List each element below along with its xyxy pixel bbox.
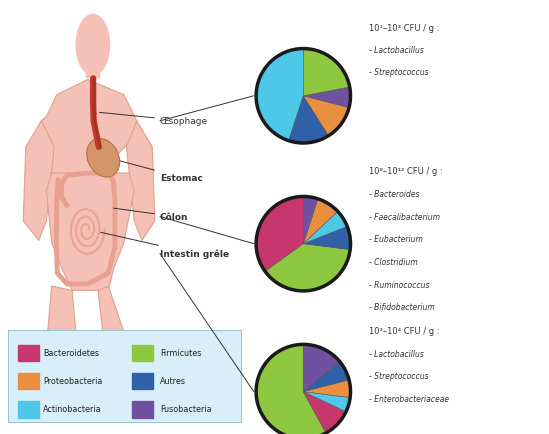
Bar: [132, 345, 153, 362]
Text: - Enterobacteriaceae: - Enterobacteriaceae: [369, 394, 449, 403]
Wedge shape: [303, 212, 347, 244]
Polygon shape: [41, 80, 137, 191]
Text: - Ruminococcus: - Ruminococcus: [369, 280, 429, 289]
Bar: [132, 373, 153, 390]
Text: Actinobacteria: Actinobacteria: [43, 404, 102, 413]
Bar: [18, 345, 38, 362]
Bar: [86, 53, 99, 78]
Polygon shape: [126, 122, 155, 241]
Text: Côlon: Côlon: [114, 209, 188, 221]
Wedge shape: [289, 96, 329, 144]
Text: - Faecalibacterium: - Faecalibacterium: [369, 212, 440, 221]
Text: Œsophage: Œsophage: [99, 113, 208, 126]
Wedge shape: [303, 227, 350, 250]
Polygon shape: [47, 286, 80, 399]
Wedge shape: [265, 244, 350, 291]
Wedge shape: [303, 197, 318, 244]
Text: - Bifidobacterium: - Bifidobacterium: [369, 302, 435, 312]
Text: Bacteroidetes: Bacteroidetes: [43, 348, 99, 357]
Polygon shape: [98, 286, 134, 399]
Wedge shape: [303, 362, 349, 392]
Bar: [18, 401, 38, 418]
Text: Firmicutes: Firmicutes: [160, 348, 201, 357]
Wedge shape: [303, 49, 350, 96]
Text: 10¹–10³ CFU / g :: 10¹–10³ CFU / g :: [369, 24, 439, 33]
Wedge shape: [303, 392, 346, 433]
Bar: [132, 401, 153, 418]
Text: 10⁸–10¹² CFU / g :: 10⁸–10¹² CFU / g :: [369, 167, 442, 176]
Text: Estomac: Estomac: [111, 159, 203, 182]
Polygon shape: [47, 174, 134, 291]
Wedge shape: [303, 96, 349, 136]
Text: Proteobacteria: Proteobacteria: [43, 376, 103, 385]
Text: - Lactobacillus: - Lactobacillus: [369, 349, 424, 358]
Text: 10³–10⁴ CFU / g :: 10³–10⁴ CFU / g :: [369, 326, 439, 335]
Bar: [18, 373, 38, 390]
Text: Intestin grêle: Intestin grêle: [101, 233, 229, 259]
Text: Fusobacteria: Fusobacteria: [160, 404, 211, 413]
Polygon shape: [23, 122, 54, 241]
Text: - Bacteroides: - Bacteroides: [369, 190, 419, 199]
Wedge shape: [303, 199, 338, 244]
Text: Autres: Autres: [160, 376, 186, 385]
Ellipse shape: [87, 139, 120, 178]
Wedge shape: [303, 345, 340, 392]
Text: - Streptococcus: - Streptococcus: [369, 68, 429, 77]
Text: - Lactobacillus: - Lactobacillus: [369, 46, 424, 55]
Wedge shape: [256, 49, 303, 141]
Wedge shape: [303, 392, 350, 412]
Ellipse shape: [76, 15, 110, 76]
Text: - Streptococcus: - Streptococcus: [369, 372, 429, 381]
Text: - Clostridium: - Clostridium: [369, 257, 418, 266]
FancyBboxPatch shape: [8, 330, 242, 423]
Text: - Eubacterium: - Eubacterium: [369, 235, 423, 244]
Wedge shape: [303, 88, 350, 108]
Wedge shape: [256, 345, 326, 434]
Wedge shape: [303, 380, 350, 398]
Wedge shape: [256, 197, 303, 272]
